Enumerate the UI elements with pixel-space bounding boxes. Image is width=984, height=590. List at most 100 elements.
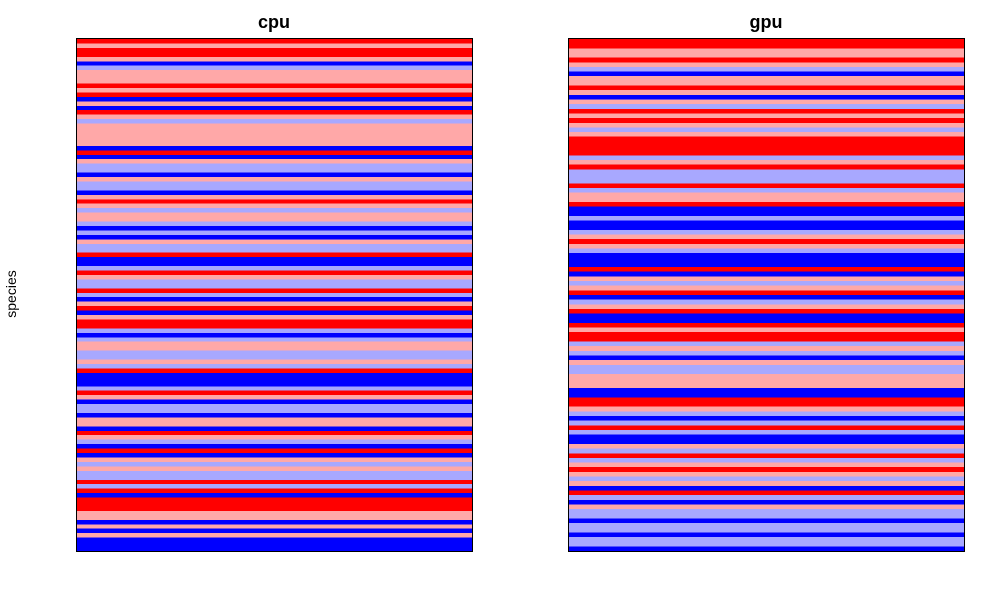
gpu-row-4 (569, 57, 964, 63)
gpu-row-58 (569, 308, 964, 314)
gpu-row-79 (569, 406, 964, 412)
cpu-row-1 (77, 43, 472, 49)
cpu-row-76 (77, 377, 472, 383)
gpu-row-3 (569, 52, 964, 58)
gpu-row-8 (569, 76, 964, 82)
cpu-row-29 (77, 168, 472, 173)
gpu-row-28 (569, 169, 964, 175)
gpu-row-11 (569, 90, 964, 96)
cpu-row-38 (77, 208, 472, 213)
gpu-row-103 (569, 518, 964, 524)
gpu-row-80 (569, 411, 964, 417)
cpu-row-114 (77, 546, 472, 552)
gpu-row-16 (569, 113, 964, 119)
cpu-row-107 (77, 515, 472, 521)
cpu-row-23 (77, 141, 472, 147)
gpu-row-24 (569, 150, 964, 156)
gpu-row-86 (569, 439, 964, 445)
cpu-row-102 (77, 493, 472, 498)
gpu-row-106 (569, 532, 964, 538)
cpu-row-91 (77, 444, 472, 449)
gpu-row-52 (569, 281, 964, 287)
gpu-row-75 (569, 388, 964, 394)
cpu-row-37 (77, 203, 472, 209)
cpu-row-83 (77, 408, 472, 414)
cpu-row-2 (77, 47, 472, 53)
gpu-row-44 (569, 243, 964, 249)
gpu-row-57 (569, 304, 964, 310)
gpu-row-56 (569, 299, 964, 305)
cpu-row-6 (77, 65, 472, 71)
gpu-row-22 (569, 141, 964, 147)
cpu-row-110 (77, 528, 472, 534)
cpu-row-31 (77, 177, 472, 182)
gpu-row-92 (569, 467, 964, 473)
gpu-row-12 (569, 94, 964, 100)
cpu-row-49 (77, 257, 472, 262)
cpu-row-51 (77, 266, 472, 271)
gpu-row-96 (569, 485, 964, 491)
gpu-row-78 (569, 402, 964, 408)
gpu-row-107 (569, 537, 964, 543)
cpu-row-96 (77, 466, 472, 472)
cpu-row-52 (77, 270, 472, 276)
cpu-row-64 (77, 323, 472, 329)
cpu-row-93 (77, 453, 472, 458)
cpu-row-36 (77, 199, 472, 205)
gpu-row-37 (569, 211, 964, 217)
cpu-row-32 (77, 181, 472, 187)
gpu-row-30 (569, 178, 964, 184)
cpu-row-12 (77, 92, 472, 98)
cpu-row-53 (77, 274, 472, 280)
gpu-row-35 (569, 201, 964, 207)
cpu-row-80 (77, 395, 472, 400)
gpu-row-1 (569, 43, 964, 49)
cpu-row-113 (77, 542, 472, 547)
gpu-rows (569, 39, 964, 552)
gpu-row-38 (569, 215, 964, 221)
cpu-row-9 (77, 79, 472, 84)
cpu-row-40 (77, 217, 472, 222)
cpu-row-65 (77, 328, 472, 334)
cpu-row-35 (77, 194, 472, 200)
cpu-row-78 (77, 386, 472, 392)
cpu-row-8 (77, 74, 472, 80)
cpu-row-57 (77, 292, 472, 298)
gpu-row-109 (569, 546, 964, 552)
gpu-row-91 (569, 462, 964, 468)
gpu-row-85 (569, 434, 964, 440)
panel-border-gpu (568, 38, 965, 552)
cpu-row-79 (77, 390, 472, 396)
gpu-row-60 (569, 318, 964, 324)
gpu-row-31 (569, 183, 964, 189)
cpu-row-70 (77, 350, 472, 356)
gpu-row-97 (569, 490, 964, 496)
gpu-row-93 (569, 471, 964, 477)
gpu-row-48 (569, 262, 964, 268)
gpu-row-73 (569, 378, 964, 384)
gpu-row-62 (569, 327, 964, 333)
cpu-row-3 (77, 52, 472, 58)
cpu-row-87 (77, 426, 472, 432)
cpu-row-68 (77, 341, 472, 347)
cpu-row-84 (77, 412, 472, 418)
cpu-row-103 (77, 497, 472, 503)
cpu-row-66 (77, 332, 472, 338)
cpu-row-105 (77, 506, 472, 512)
cpu-row-41 (77, 221, 472, 227)
cpu-row-85 (77, 417, 472, 423)
gpu-row-50 (569, 271, 964, 277)
gpu-row-39 (569, 220, 964, 226)
cpu-row-24 (77, 145, 472, 151)
cpu-row-18 (77, 119, 472, 124)
gpu-row-108 (569, 541, 964, 547)
gpu-row-63 (569, 332, 964, 338)
cpu-row-11 (77, 87, 472, 93)
cpu-row-77 (77, 381, 472, 387)
cpu-row-25 (77, 150, 472, 156)
cpu-row-0 (77, 39, 472, 44)
gpu-row-59 (569, 313, 964, 319)
cpu-row-42 (77, 225, 472, 231)
cpu-row-71 (77, 355, 472, 360)
cpu-row-33 (77, 185, 472, 191)
